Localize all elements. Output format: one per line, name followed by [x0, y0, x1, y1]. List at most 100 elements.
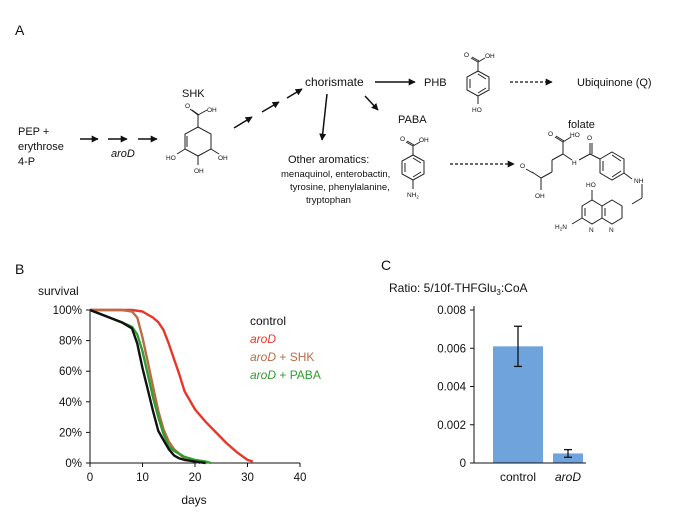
legend-supplement: + SHK	[276, 350, 314, 364]
survival-x-tick-label: 0	[87, 472, 93, 484]
ratio-x-axis: control aroD	[474, 462, 586, 484]
survival-line-arod	[90, 308, 254, 463]
legend-entry-shk: aroD + SHK	[250, 350, 314, 364]
survival-series-lines	[89, 308, 254, 465]
pathway-arrow	[319, 93, 328, 141]
folate-oh-tail: O	[520, 163, 525, 170]
legend-entry-control: control	[250, 314, 286, 328]
folate-ring-n: N	[609, 227, 614, 234]
survival-y-axis: 0% 20% 40% 60% 80% 100%	[53, 305, 91, 470]
ratio-y-tick-label: 0.008	[437, 305, 466, 317]
ratio-y-tick-label: 0	[460, 458, 466, 470]
survival-y-tick-label: 40%	[59, 397, 82, 409]
folate-structure	[525, 135, 643, 225]
survival-x-axis-label: days	[181, 493, 206, 507]
survival-y-tick-label: 80%	[59, 336, 82, 348]
chorismate-label: chorismate	[305, 75, 364, 89]
ratio-y-tick-label: 0.006	[437, 343, 466, 355]
ubiquinone-label: Ubiquinone (Q)	[577, 77, 652, 89]
substrate-label-2: erythrose	[18, 141, 64, 153]
legend-gene-name: aroD	[250, 332, 276, 346]
substrate-label-1: PEP +	[18, 126, 49, 138]
paba-amine-subscript: 2	[416, 195, 419, 200]
phb-carboxyl-oh: OH	[485, 53, 495, 60]
shk-oh-bottom: OH	[194, 168, 204, 175]
ratio-title-subscript: 3	[496, 288, 501, 297]
pathway-arrow	[261, 101, 280, 113]
ratio-title-tail: :CoA	[501, 281, 528, 295]
phb-label: PHB	[424, 77, 447, 89]
ratio-y-tick-label: 0.004	[437, 382, 466, 394]
legend-entry-arod: aroD	[250, 332, 276, 346]
phb-hydroxyl-ho: HO	[472, 107, 482, 114]
other-aromatics-line-1: menaquinol, enterobactin,	[281, 169, 390, 180]
shk-carboxyl-oh: OH	[207, 107, 217, 114]
legend-entry-paba: aroD + PABA	[250, 368, 321, 382]
survival-line-shk	[90, 308, 201, 465]
folate-h2n: H2N	[555, 224, 567, 232]
survival-x-tick-label: 20	[189, 472, 202, 484]
folate-h2n-n: N	[562, 224, 567, 231]
paba-amine-nh-text: NH	[407, 192, 417, 199]
survival-x-tick-label: 10	[136, 472, 149, 484]
shk-label: SHK	[182, 88, 205, 100]
other-aromatics-line-2: tyrosine, phenylalanine,	[290, 182, 390, 193]
pathway-diagram: PEP + erythrose 4-P aroD SHK O OH HO OH …	[18, 52, 652, 234]
folate-ho-pteridine: HO	[586, 182, 596, 189]
ratio-chart: Ratio: 5/10f-THFGlu3:CoA 0 0.002 0.004 0.00…	[389, 281, 586, 484]
panel-label-b: B	[15, 261, 24, 277]
category-label-control: control	[500, 470, 536, 484]
folate-label: folate	[568, 119, 595, 131]
legend-supplement: + PABA	[276, 368, 321, 382]
legend-gene-name: aroD	[250, 368, 276, 382]
paba-structure	[401, 140, 425, 189]
pathway-arrow	[364, 95, 379, 111]
substrate-label-3: 4-P	[18, 156, 35, 168]
survival-y-tick-label: 100%	[53, 305, 82, 317]
shk-carbonyl-o: O	[185, 103, 190, 110]
ratio-y-axis: 0 0.002 0.004 0.006 0.008	[437, 305, 475, 470]
phb-structure	[466, 56, 490, 104]
survival-x-tick-label: 40	[294, 472, 307, 484]
folate-oh-acid: HO	[570, 132, 580, 139]
survival-y-tick-label: 0%	[65, 458, 82, 470]
folate-o-top: O	[587, 135, 592, 142]
ratio-title-main: Ratio: 5/10f-THFGlu	[389, 281, 496, 295]
survival-line-control	[89, 308, 206, 465]
paba-carboxyl-oh: OH	[419, 137, 429, 144]
other-aromatics-title: Other aromatics:	[288, 154, 369, 166]
legend-gene-name: aroD	[250, 350, 276, 364]
folate-h2n-subscript: 2	[560, 227, 563, 232]
ratio-chart-title: Ratio: 5/10f-THFGlu3:CoA	[389, 281, 528, 297]
survival-x-tick-label: 30	[241, 472, 254, 484]
survival-y-tick-label: 20%	[59, 427, 82, 439]
survival-line-paba	[89, 308, 212, 465]
ratio-y-tick-label: 0.002	[437, 420, 466, 432]
folate-o-acid: O	[548, 131, 553, 138]
panel-label-c: C	[381, 257, 391, 273]
ratio-bars	[493, 325, 583, 463]
other-aromatics-line-3: tryptophan	[306, 195, 351, 206]
folate-ho-tail: OH	[535, 193, 545, 200]
category-label-aroD: aroD	[555, 470, 581, 484]
paba-carbonyl-o: O	[400, 136, 405, 143]
pathway-arrow	[286, 88, 303, 99]
panel-label-a: A	[15, 22, 25, 38]
shk-oh-right: OH	[218, 155, 228, 162]
folate-h2n-h: H	[555, 224, 560, 231]
folate-nh-linker: NH	[634, 178, 644, 185]
survival-chart: survival 0% 20% 40% 60% 80% 100% 0 10 20 30 40 co…	[38, 284, 321, 507]
shk-ho-left: HO	[166, 155, 176, 162]
arod-gene-label: aroD	[111, 148, 135, 160]
survival-y-tick-label: 60%	[59, 366, 82, 378]
folate-ring-n: N	[589, 227, 594, 234]
paba-amine-nh: NH2	[407, 192, 419, 200]
pathway-arrow	[233, 116, 253, 129]
survival-chart-title: survival	[38, 284, 79, 298]
paba-label: PABA	[398, 114, 427, 126]
folate-nh-amide: H	[572, 160, 577, 167]
survival-x-axis: 0 10 20 30 40	[87, 462, 307, 484]
phb-carbonyl-o: O	[464, 52, 469, 59]
